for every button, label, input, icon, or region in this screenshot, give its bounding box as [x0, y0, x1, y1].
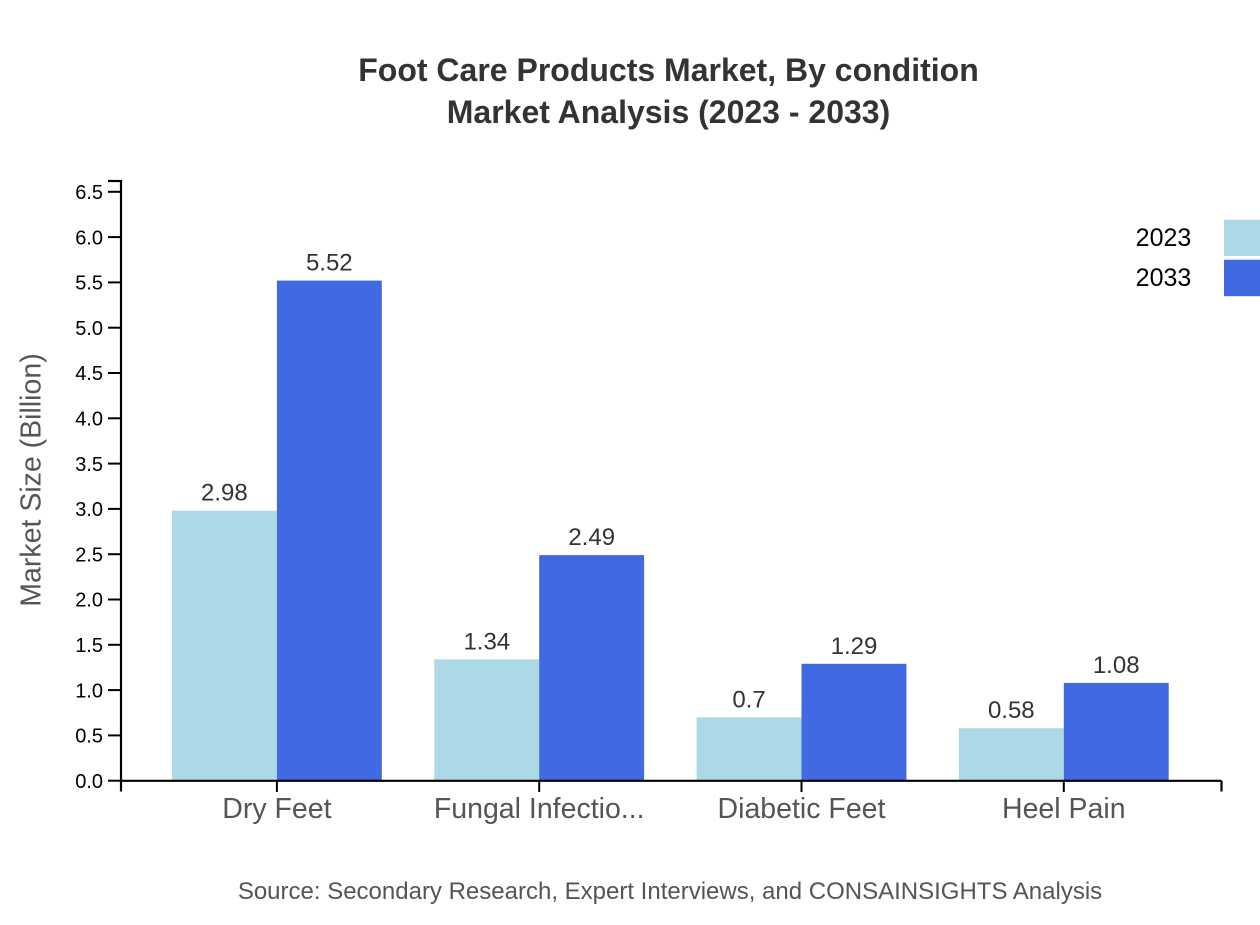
- svg-text:5.0: 5.0: [75, 318, 103, 340]
- svg-text:1.0: 1.0: [75, 680, 103, 702]
- svg-text:1.08: 1.08: [1093, 652, 1140, 679]
- svg-text:Market Analysis (2023 - 2033): Market Analysis (2023 - 2033): [447, 94, 891, 130]
- svg-text:2.98: 2.98: [201, 480, 248, 507]
- svg-text:1.29: 1.29: [831, 633, 878, 660]
- svg-text:Heel Pain: Heel Pain: [1002, 793, 1126, 825]
- svg-text:Market Size (Billion): Market Size (Billion): [16, 353, 48, 606]
- svg-text:Diabetic Feet: Diabetic Feet: [718, 793, 886, 825]
- svg-text:1.34: 1.34: [463, 628, 510, 655]
- svg-text:4.5: 4.5: [75, 363, 103, 385]
- svg-text:1.5: 1.5: [75, 635, 103, 657]
- svg-text:2.49: 2.49: [568, 524, 615, 551]
- svg-text:0.0: 0.0: [75, 771, 103, 793]
- svg-text:Source: Secondary Research, Ex: Source: Secondary Research, Expert Inter…: [238, 878, 1102, 905]
- svg-text:2033: 2033: [1136, 264, 1192, 292]
- svg-text:Fungal Infectio...: Fungal Infectio...: [434, 793, 645, 825]
- svg-text:2.0: 2.0: [75, 590, 103, 612]
- svg-text:6.5: 6.5: [75, 182, 103, 204]
- svg-text:5.5: 5.5: [75, 273, 103, 295]
- svg-text:2.5: 2.5: [75, 544, 103, 566]
- svg-text:2023: 2023: [1136, 224, 1192, 252]
- svg-text:0.7: 0.7: [732, 686, 765, 713]
- svg-text:4.0: 4.0: [75, 409, 103, 431]
- svg-text:6.0: 6.0: [75, 227, 103, 249]
- svg-text:3.0: 3.0: [75, 499, 103, 521]
- svg-text:Dry Feet: Dry Feet: [222, 793, 331, 825]
- svg-text:3.5: 3.5: [75, 454, 103, 476]
- svg-text:0.5: 0.5: [75, 726, 103, 748]
- svg-text:5.52: 5.52: [306, 250, 353, 277]
- svg-text:0.58: 0.58: [988, 697, 1035, 724]
- svg-text:Foot Care Products Market, By: Foot Care Products Market, By condition: [358, 52, 979, 88]
